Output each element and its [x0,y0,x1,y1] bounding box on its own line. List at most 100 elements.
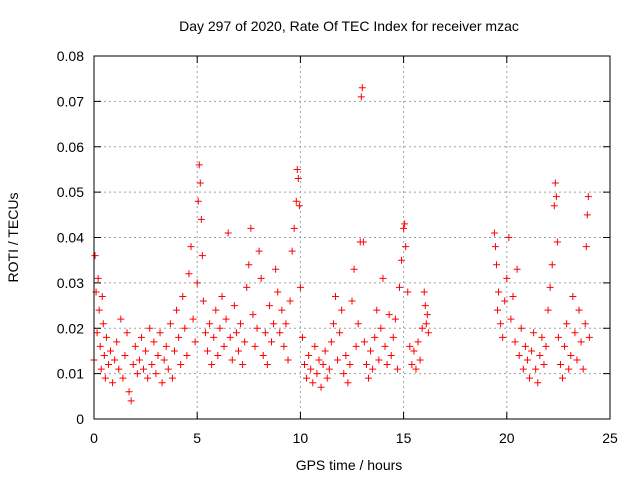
data-point [398,256,406,264]
data-point [179,292,187,300]
data-point [133,370,141,378]
data-point [327,338,335,346]
y-tick-label: 0.03 [57,275,84,291]
data-point [253,324,261,332]
data-point [104,361,112,369]
y-axis-title: ROTI / TECUs [5,193,21,283]
data-point [148,361,156,369]
data-point [131,342,139,350]
data-point [325,365,333,373]
data-point [521,342,529,350]
data-point [107,347,115,355]
data-point [331,292,339,300]
data-point [150,338,158,346]
data-point [222,315,230,323]
data-point [204,347,212,355]
data-point [259,351,267,359]
data-point [536,351,544,359]
data-point [140,365,148,373]
data-point [158,379,166,387]
data-point [284,356,292,364]
data-point [135,356,143,364]
data-point [261,329,269,337]
data-point [513,265,521,273]
data-point [577,338,585,346]
data-point [102,333,110,341]
data-point [113,338,121,346]
data-point [309,379,317,387]
data-point [559,374,567,382]
data-point [561,342,569,350]
data-point [402,243,410,251]
data-point [414,338,422,346]
data-point [272,265,280,273]
data-point [357,93,365,101]
data-point [263,361,271,369]
data-point [173,306,181,314]
data-point [270,320,278,328]
data-point [422,320,430,328]
data-point [201,329,209,337]
x-tick-label: 20 [499,430,515,446]
data-point [194,197,202,205]
data-point [162,342,170,350]
data-point [494,306,502,314]
data-point [551,179,559,187]
data-point [344,379,352,387]
data-point [544,306,552,314]
data-point [424,329,432,337]
data-point [288,247,296,255]
data-point [377,324,385,332]
data-point [278,306,286,314]
data-point [247,224,255,232]
y-tick-label: 0.01 [57,366,84,382]
data-point [571,329,579,337]
data-point [338,306,346,314]
y-tick-label: 0.04 [57,230,84,246]
data-point [210,333,218,341]
data-point [503,274,511,282]
data-point [119,374,127,382]
data-point [315,356,323,364]
data-point [346,361,354,369]
data-point [187,243,195,251]
data-point [584,193,592,201]
data-point [367,347,375,355]
data-point [379,274,387,282]
data-point [280,342,288,350]
data-point [185,270,193,278]
grid-lines [94,56,610,419]
data-point [294,175,302,183]
data-point [307,365,315,373]
data-point [491,243,499,251]
data-point [100,351,108,359]
data-point [101,374,109,382]
x-tick-label: 25 [602,430,618,446]
data-point [91,252,99,260]
data-point [565,365,573,373]
data-point [220,342,228,350]
data-point [582,243,590,251]
data-point [585,333,593,341]
data-point [251,342,259,350]
data-point [495,288,503,296]
data-point [166,320,174,328]
data-point [550,202,558,210]
data-point [354,320,362,328]
data-point [567,351,575,359]
data-point [497,320,505,328]
data-point [579,365,587,373]
data-point [329,320,337,328]
data-point [375,356,383,364]
data-point [274,288,282,296]
data-point [154,351,162,359]
data-point [423,311,431,319]
data-point [313,370,321,378]
data-point [569,292,577,300]
data-point [298,333,306,341]
data-point [563,320,571,328]
data-point [490,229,498,237]
data-point [507,315,515,323]
data-point [505,234,513,241]
